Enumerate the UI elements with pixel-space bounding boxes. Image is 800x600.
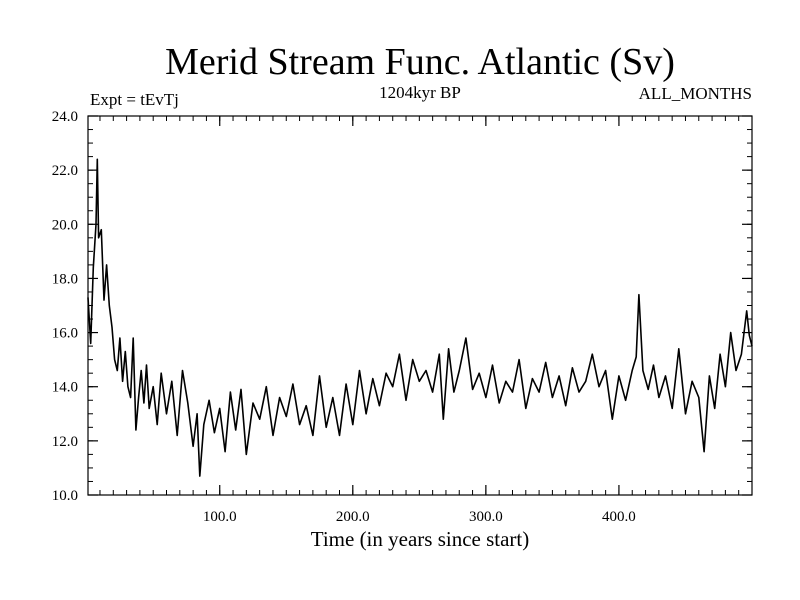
plot-frame [87, 115, 753, 496]
x-tick-label: 400.0 [602, 509, 636, 525]
y-tick-label: 24.0 [52, 109, 78, 125]
x-tick-label: 300.0 [469, 509, 503, 525]
x-axis-label: Time (in years since start) [311, 527, 530, 551]
x-tick-label: 200.0 [336, 509, 370, 525]
series-line-amoc [87, 158, 753, 477]
x-tick-label: 100.0 [203, 509, 237, 525]
y-tick-label: 20.0 [52, 217, 78, 233]
y-tick-label: 12.0 [52, 434, 78, 450]
experiment-label: Expt = tEvTj [90, 90, 179, 109]
chart-title: Merid Stream Func. Atlantic (Sv) [165, 41, 675, 83]
y-tick-label: 22.0 [52, 163, 78, 179]
y-tick-label: 18.0 [52, 271, 78, 287]
minor-ticks [88, 115, 753, 496]
y-tick-label: 14.0 [52, 380, 78, 396]
y-tick-label: 10.0 [52, 488, 78, 504]
x-tick-labels: 100.0 200.0 300.0 400.0 [203, 509, 636, 525]
months-label: ALL_MONTHS [639, 84, 752, 103]
y-tick-labels: 10.0 12.0 14.0 16.0 18.0 20.0 22.0 24.0 [52, 109, 78, 504]
major-ticks [88, 115, 752, 496]
y-tick-label: 16.0 [52, 326, 78, 342]
period-label: 1204kyr BP [379, 83, 461, 102]
